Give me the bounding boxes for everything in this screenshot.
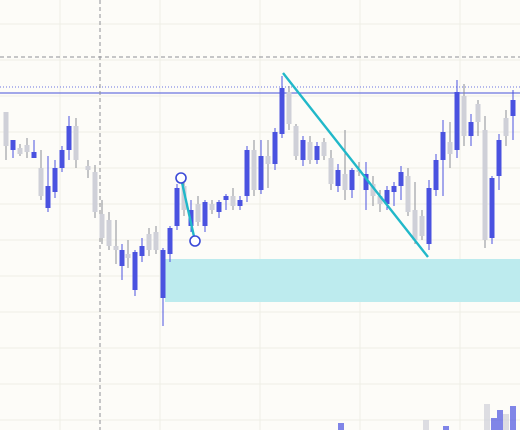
- candle-body: [447, 142, 453, 154]
- candle-body: [66, 126, 72, 150]
- candle-body: [342, 174, 348, 190]
- candle-body: [279, 88, 285, 134]
- candle-body: [195, 204, 201, 222]
- candle-body: [482, 130, 488, 240]
- candle-body: [31, 152, 37, 158]
- candle-body: [10, 140, 16, 150]
- candle-body: [119, 250, 125, 266]
- candle-body: [335, 170, 341, 186]
- candle-body: [59, 150, 65, 168]
- candle-body: [314, 146, 320, 160]
- trendline-short[interactable]: [179, 177, 197, 242]
- candle-body: [216, 202, 222, 212]
- candle-body: [503, 118, 509, 136]
- volume-bar: [423, 420, 429, 430]
- candle-body: [92, 172, 98, 212]
- candle-body: [384, 190, 390, 204]
- candle-body: [139, 246, 145, 256]
- candle-body: [398, 172, 404, 186]
- candle-body: [209, 204, 215, 210]
- volume-bar: [338, 423, 344, 430]
- candle-body: [321, 142, 327, 156]
- candle-body: [363, 174, 369, 190]
- candle-body: [167, 228, 173, 254]
- candle-body: [419, 216, 425, 236]
- trendline[interactable]: [282, 72, 429, 258]
- volume-bar: [491, 418, 497, 430]
- candle-body: [475, 104, 481, 122]
- candle-body: [223, 196, 229, 200]
- candle-body: [73, 126, 79, 160]
- volume-bar: [484, 404, 490, 430]
- candle-body: [153, 232, 159, 250]
- candle-body: [113, 246, 119, 250]
- candle-body: [272, 132, 278, 164]
- candle-body: [426, 188, 432, 244]
- candle-body: [300, 140, 306, 160]
- candle-body: [244, 150, 250, 196]
- candle-body: [454, 92, 460, 150]
- candle-body: [202, 202, 208, 226]
- candle-body: [230, 196, 236, 206]
- candle-body: [433, 160, 439, 190]
- candle-body: [251, 150, 257, 190]
- candle-body: [328, 158, 334, 184]
- candle-body: [307, 142, 313, 160]
- candle-body: [489, 178, 495, 238]
- circle-handle-icon[interactable]: [189, 235, 201, 247]
- candle-body: [52, 168, 58, 192]
- candle-body: [174, 188, 180, 226]
- candle-body: [237, 200, 243, 206]
- candle-body: [468, 122, 474, 136]
- candle-body: [265, 156, 271, 164]
- candle-body: [181, 186, 187, 210]
- volume-bar: [443, 426, 449, 430]
- candle-body: [45, 186, 51, 208]
- candle-body: [286, 92, 292, 124]
- candle-body: [132, 252, 138, 290]
- candle-body: [146, 234, 152, 250]
- candle-body: [99, 214, 105, 238]
- candle-body: [412, 210, 418, 240]
- candle-body: [377, 196, 383, 204]
- demand-zone[interactable]: [165, 259, 520, 302]
- candle-body: [125, 254, 131, 258]
- candle-body: [440, 132, 446, 160]
- candle-body: [38, 168, 44, 196]
- volume-bar: [510, 406, 516, 430]
- candle-body: [17, 148, 23, 154]
- circle-handle-icon[interactable]: [175, 172, 187, 184]
- candle-body: [510, 100, 516, 116]
- candle-body: [391, 186, 397, 192]
- volume-bar: [497, 410, 503, 430]
- candle-body: [3, 112, 9, 146]
- candle-body: [106, 220, 112, 246]
- candle-body: [293, 126, 299, 156]
- volume-bar: [503, 414, 509, 430]
- candle-body: [405, 176, 411, 212]
- candle-body: [370, 184, 376, 196]
- candle-body: [85, 166, 91, 170]
- candle-body: [349, 170, 355, 190]
- candle-body: [258, 156, 264, 190]
- candle-body: [461, 96, 467, 136]
- candle-body: [160, 250, 166, 298]
- candle-body: [496, 140, 502, 176]
- candle-body: [24, 145, 30, 152]
